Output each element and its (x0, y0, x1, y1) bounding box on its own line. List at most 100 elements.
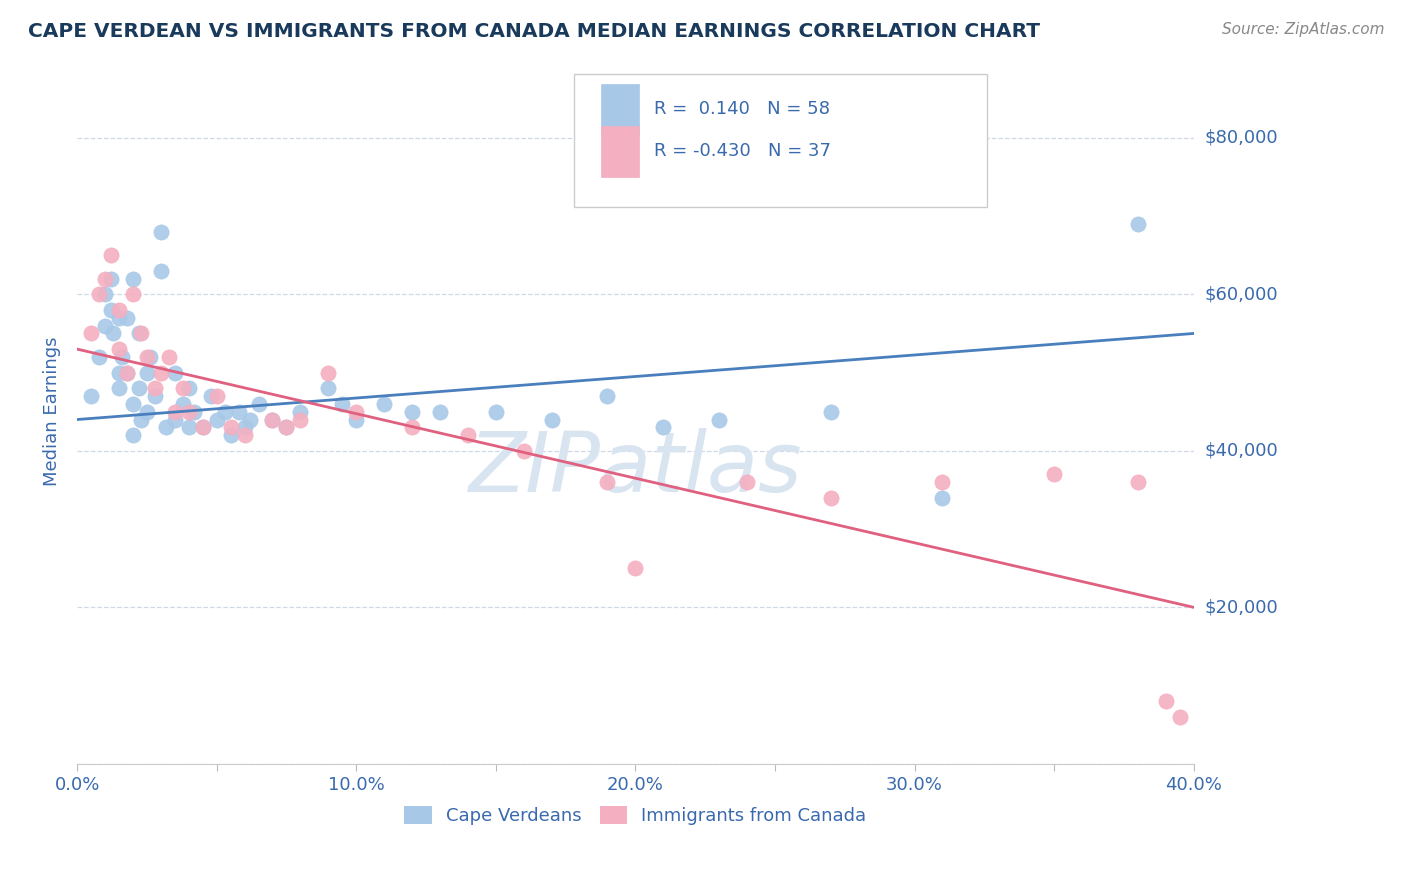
Point (1126, 475, 1149, 490)
Point (276, 420, 298, 434)
Point (143, 381, 166, 395)
Point (228, 405, 250, 419)
Point (80, 389, 103, 403)
Point (344, 405, 367, 419)
Point (128, 326, 150, 341)
Point (80, 326, 103, 341)
Legend: Cape Verdeans, Immigrants from Canada: Cape Verdeans, Immigrants from Canada (405, 805, 866, 825)
Text: $60,000: $60,000 (1205, 285, 1278, 303)
Point (89, 287, 111, 301)
Point (163, 366, 186, 380)
FancyBboxPatch shape (574, 74, 987, 208)
Point (290, 412, 312, 426)
Point (117, 366, 139, 380)
Point (103, 326, 125, 341)
Point (276, 420, 298, 434)
Point (143, 389, 166, 403)
Point (129, 326, 152, 341)
FancyBboxPatch shape (600, 84, 638, 135)
Point (512, 443, 534, 458)
Point (233, 420, 256, 434)
Point (129, 412, 152, 426)
Point (707, 412, 730, 426)
Point (457, 428, 479, 442)
Point (163, 412, 186, 426)
Point (108, 310, 131, 325)
Point (401, 405, 423, 419)
Point (820, 491, 842, 505)
Point (373, 397, 395, 411)
Text: Source: ZipAtlas.com: Source: ZipAtlas.com (1222, 22, 1385, 37)
Text: R = -0.430   N = 37: R = -0.430 N = 37 (654, 142, 831, 161)
Point (108, 366, 131, 380)
Point (89, 350, 111, 364)
Point (262, 412, 284, 426)
Point (247, 397, 270, 411)
Point (155, 420, 177, 434)
Point (177, 420, 200, 434)
Point (344, 412, 367, 426)
Point (318, 381, 340, 395)
Point (183, 405, 205, 419)
Point (149, 225, 172, 239)
Point (94, 271, 117, 285)
Text: R =  0.140   N = 58: R = 0.140 N = 58 (654, 100, 831, 118)
Point (108, 381, 131, 395)
Point (233, 428, 256, 442)
Point (330, 397, 353, 411)
Point (135, 366, 157, 380)
Point (149, 264, 172, 278)
Point (205, 389, 228, 403)
Point (149, 366, 172, 380)
Point (429, 405, 451, 419)
Point (122, 428, 145, 442)
Point (485, 405, 508, 419)
Point (1126, 217, 1149, 231)
Point (205, 412, 228, 426)
Point (735, 475, 758, 490)
Point (128, 381, 150, 395)
Point (624, 561, 647, 575)
Point (191, 420, 214, 434)
Point (1168, 710, 1191, 724)
Text: CAPE VERDEAN VS IMMIGRANTS FROM CANADA MEDIAN EARNINGS CORRELATION CHART: CAPE VERDEAN VS IMMIGRANTS FROM CANADA M… (28, 22, 1040, 41)
Text: ZIP​atlas: ZIP​atlas (468, 427, 803, 508)
Point (111, 350, 134, 364)
Point (540, 412, 562, 426)
Y-axis label: Median Earnings: Median Earnings (44, 337, 60, 486)
Point (191, 420, 214, 434)
Point (290, 405, 312, 419)
Point (931, 491, 953, 505)
Point (214, 405, 236, 419)
Point (135, 405, 157, 419)
Point (117, 310, 139, 325)
Point (122, 287, 145, 301)
Point (652, 420, 675, 434)
Point (820, 405, 842, 419)
Point (177, 405, 200, 419)
Point (401, 420, 423, 434)
Point (318, 366, 340, 380)
Point (262, 412, 284, 426)
Point (108, 303, 131, 318)
Text: $40,000: $40,000 (1205, 442, 1278, 460)
Point (596, 475, 619, 490)
Point (219, 420, 242, 434)
Point (122, 397, 145, 411)
Point (931, 475, 953, 490)
Point (239, 412, 262, 426)
Point (100, 303, 122, 318)
FancyBboxPatch shape (600, 126, 638, 177)
Point (94, 287, 117, 301)
Point (135, 350, 157, 364)
Point (138, 350, 160, 364)
Point (100, 248, 122, 262)
Point (117, 366, 139, 380)
Text: $20,000: $20,000 (1205, 599, 1278, 616)
Point (1154, 694, 1177, 708)
Point (200, 389, 222, 403)
Point (157, 350, 180, 364)
Point (100, 271, 122, 285)
Point (177, 381, 200, 395)
Point (172, 397, 194, 411)
